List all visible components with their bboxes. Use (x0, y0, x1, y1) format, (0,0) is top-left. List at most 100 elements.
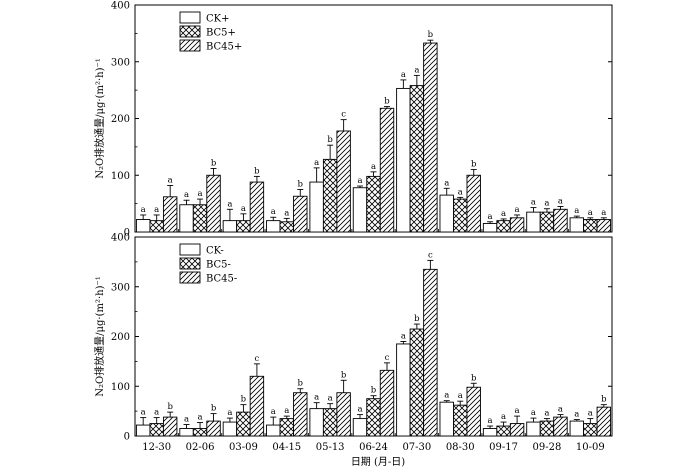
bar (539, 211, 555, 233)
significance-label: a (141, 408, 146, 418)
bar (266, 220, 281, 233)
bar (309, 181, 324, 233)
significance-label: a (328, 394, 333, 404)
x-axis-label: 日期 (月-日) (351, 456, 405, 468)
significance-label: a (241, 204, 246, 214)
legend-label: BC5+ (206, 28, 236, 39)
bar (149, 423, 164, 437)
significance-label: a (198, 189, 203, 199)
significance-label: b (254, 166, 260, 176)
significance-label: a (444, 391, 449, 401)
significance-label: a (357, 176, 362, 186)
significance-label: a (558, 196, 563, 206)
bar (396, 343, 411, 437)
bar (553, 416, 568, 437)
bar (583, 219, 598, 233)
bar (482, 223, 498, 233)
x-tick-label: 04-15 (272, 442, 301, 453)
legend-swatch (179, 257, 201, 270)
significance-label: b (341, 370, 347, 380)
bar (453, 404, 468, 437)
significance-label: a (488, 212, 493, 222)
significance-label: a (531, 198, 536, 208)
y-tick-label: 100 (111, 171, 130, 182)
bar (466, 386, 481, 437)
significance-label: c (341, 110, 346, 120)
significance-label: b (371, 386, 377, 396)
bar (596, 219, 612, 233)
significance-label: a (284, 208, 289, 218)
significance-label: a (574, 410, 579, 420)
significance-label: a (314, 158, 319, 168)
bar (409, 328, 425, 437)
legend-swatch (179, 25, 201, 38)
significance-label: a (588, 409, 593, 419)
significance-label: c (385, 353, 390, 363)
significance-label: a (227, 408, 232, 418)
bar (453, 198, 468, 233)
bar (379, 107, 395, 233)
significance-label: a (458, 391, 463, 401)
significance-label: b (211, 404, 217, 414)
bar (322, 408, 338, 437)
x-tick-label: 09-28 (533, 442, 562, 453)
significance-label: a (271, 207, 276, 217)
bar (192, 204, 208, 233)
significance-label: b (471, 373, 477, 383)
significance-label: b (384, 97, 390, 107)
bar (596, 406, 612, 437)
significance-label: b (211, 158, 217, 168)
bar (423, 268, 438, 437)
bar (336, 392, 351, 437)
y-tick-label: 200 (111, 114, 130, 125)
significance-label: a (515, 205, 520, 215)
x-tick-label: 05-13 (316, 442, 345, 453)
significance-label: c (255, 354, 260, 364)
significance-label: a (184, 190, 189, 200)
significance-label: a (401, 331, 406, 341)
bar (309, 408, 324, 437)
bar (249, 375, 265, 437)
significance-label: b (428, 30, 434, 40)
y-tick-label: 0 (124, 228, 130, 239)
bar (439, 194, 454, 233)
significance-label: a (168, 175, 173, 185)
bar (206, 420, 221, 437)
bar (352, 187, 368, 233)
legend-label: BC45+ (206, 42, 242, 53)
significance-label: a (444, 178, 449, 188)
significance-label: a (401, 70, 406, 80)
bar (222, 220, 238, 233)
y-tick-label: 0 (124, 432, 130, 443)
y-tick-label: 300 (111, 282, 130, 293)
significance-label: b (601, 395, 607, 405)
significance-label: a (284, 406, 289, 416)
y-tick-label: 400 (111, 1, 130, 12)
significance-label: a (154, 408, 159, 418)
bar (496, 425, 511, 437)
x-tick-label: 10-09 (576, 442, 605, 453)
bar (366, 398, 381, 437)
significance-label: a (314, 393, 319, 403)
significance-label: a (501, 412, 506, 422)
bar (583, 423, 598, 437)
y-axis-label: N₂O排放通量/μg·(m²·h)⁻¹ (93, 276, 106, 397)
bar (135, 424, 151, 437)
bar (526, 211, 541, 233)
bar (192, 428, 208, 437)
y-axis-label: N₂O排放通量/μg·(m²·h)⁻¹ (93, 58, 106, 179)
bar (396, 87, 411, 233)
bar (322, 158, 338, 233)
legend-swatch (179, 11, 201, 24)
bar (526, 421, 541, 437)
y-tick-label: 400 (111, 233, 130, 244)
bar (569, 217, 585, 233)
x-tick-label: 06-24 (359, 442, 388, 453)
significance-label: a (574, 206, 579, 216)
bar (162, 416, 178, 437)
x-tick-label: 03-09 (229, 442, 258, 453)
bar (249, 181, 265, 233)
bar (179, 204, 194, 233)
significance-label: b (298, 179, 304, 189)
